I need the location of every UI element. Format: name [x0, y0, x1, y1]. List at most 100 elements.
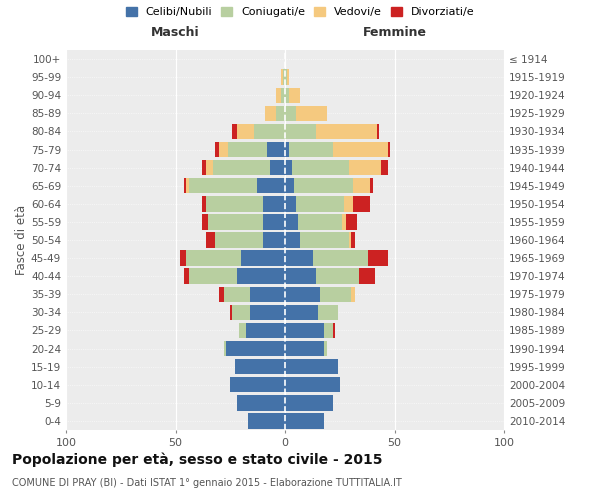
Bar — [285, 341, 325, 356]
Bar — [285, 377, 340, 392]
Bar — [316, 268, 359, 284]
Bar — [296, 196, 344, 212]
Bar — [294, 178, 353, 194]
Bar — [226, 341, 285, 356]
Bar — [344, 196, 353, 212]
Bar — [388, 142, 390, 157]
Bar — [285, 414, 325, 428]
Bar — [224, 341, 226, 356]
Bar — [285, 124, 316, 139]
Bar — [285, 70, 287, 85]
Bar — [285, 142, 289, 157]
Bar — [213, 160, 269, 176]
Text: Maschi: Maschi — [151, 26, 200, 39]
Bar — [368, 250, 388, 266]
Bar — [187, 250, 241, 266]
Bar — [220, 142, 228, 157]
Bar — [285, 268, 316, 284]
Bar — [313, 250, 368, 266]
Bar — [268, 142, 285, 157]
Bar — [296, 106, 326, 121]
Bar — [281, 70, 283, 85]
Bar — [232, 304, 250, 320]
Bar — [353, 196, 370, 212]
Bar — [285, 106, 296, 121]
Bar — [241, 250, 285, 266]
Bar — [237, 124, 254, 139]
Bar — [320, 286, 351, 302]
Bar — [325, 323, 333, 338]
Bar — [230, 377, 285, 392]
Bar — [292, 160, 349, 176]
Bar — [283, 70, 285, 85]
Bar — [245, 323, 285, 338]
Bar — [276, 88, 281, 103]
Bar — [228, 142, 268, 157]
Bar — [180, 250, 187, 266]
Bar — [359, 268, 375, 284]
Bar — [289, 88, 301, 103]
Bar — [263, 196, 285, 212]
Bar — [250, 286, 285, 302]
Bar — [224, 286, 250, 302]
Bar — [237, 395, 285, 410]
Bar — [187, 178, 188, 194]
Bar — [188, 178, 257, 194]
Bar — [285, 323, 325, 338]
Bar — [382, 160, 388, 176]
Bar — [318, 304, 338, 320]
Bar — [285, 395, 333, 410]
Bar — [287, 70, 289, 85]
Bar — [248, 414, 285, 428]
Bar — [285, 286, 320, 302]
Y-axis label: Fasce di età: Fasce di età — [15, 205, 28, 275]
Bar — [342, 214, 346, 230]
Text: Femmine: Femmine — [362, 26, 427, 39]
Bar — [184, 268, 188, 284]
Bar — [298, 214, 342, 230]
Bar — [301, 232, 349, 248]
Bar — [350, 286, 355, 302]
Bar — [220, 286, 224, 302]
Bar — [202, 196, 206, 212]
Bar — [353, 178, 370, 194]
Bar — [316, 124, 377, 139]
Bar — [202, 160, 206, 176]
Bar — [285, 250, 313, 266]
Bar — [285, 178, 294, 194]
Bar — [235, 359, 285, 374]
Bar — [289, 142, 333, 157]
Bar — [285, 160, 292, 176]
Bar — [281, 88, 285, 103]
Bar — [350, 232, 355, 248]
Bar — [285, 88, 289, 103]
Bar — [333, 323, 335, 338]
Bar — [285, 214, 298, 230]
Bar — [285, 359, 338, 374]
Bar — [232, 124, 237, 139]
Bar — [276, 106, 285, 121]
Bar — [370, 178, 373, 194]
Bar — [208, 214, 263, 230]
Bar — [263, 214, 285, 230]
Bar — [263, 232, 285, 248]
Bar — [285, 304, 318, 320]
Bar — [333, 142, 388, 157]
Bar — [206, 232, 215, 248]
Bar — [230, 304, 232, 320]
Bar — [257, 178, 285, 194]
Bar — [377, 124, 379, 139]
Bar — [239, 323, 245, 338]
Bar — [285, 232, 301, 248]
Bar — [206, 160, 213, 176]
Bar — [237, 268, 285, 284]
Legend: Celibi/Nubili, Coniugati/e, Vedovi/e, Divorziati/e: Celibi/Nubili, Coniugati/e, Vedovi/e, Di… — [121, 2, 479, 21]
Bar — [269, 160, 285, 176]
Bar — [215, 142, 220, 157]
Bar — [285, 196, 296, 212]
Bar — [349, 160, 382, 176]
Bar — [215, 232, 263, 248]
Bar — [265, 106, 276, 121]
Bar — [349, 232, 350, 248]
Bar — [250, 304, 285, 320]
